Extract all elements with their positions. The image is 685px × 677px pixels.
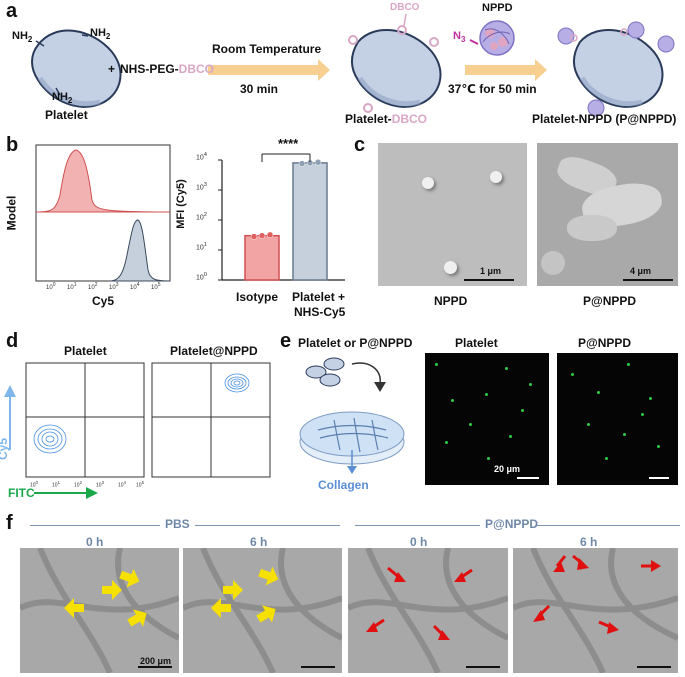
micrograph-pbs-6h xyxy=(183,548,342,673)
panel-f-label: f xyxy=(6,512,13,534)
bar-point-1-2 xyxy=(314,159,322,166)
bar-cat-isotype: Isotype xyxy=(236,290,279,304)
bar-1 xyxy=(292,162,328,281)
reaction-arrow-2 xyxy=(465,59,547,81)
panel-e-header: Platelet or P@NPPD xyxy=(298,336,413,350)
step2-label: 37℃ for 50 min xyxy=(448,82,537,96)
sem-image-nppd xyxy=(378,143,527,286)
caption-p-nppd: P@NPPD xyxy=(583,294,637,308)
bar-ylabel: MFI (Cy5) xyxy=(174,179,187,229)
collagen-label: Collagen xyxy=(318,478,369,492)
bar-ytick-4: 104 xyxy=(196,152,208,162)
platelet-shape xyxy=(31,29,122,108)
flow-title-platelet-nppd: Platelet@NPPD xyxy=(170,344,258,358)
flow-d-tick-1: 101 xyxy=(52,480,60,489)
flow-d-ylabel: Cy5 xyxy=(0,437,11,461)
platelet-dbco-caption: Platelet-DBCO xyxy=(345,112,428,126)
platelet-nppd-caption: Platelet-NPPD (P@NPPD) xyxy=(532,112,677,126)
caption-nppd: NPPD xyxy=(434,294,468,308)
flow-xlabel: Cy5 xyxy=(92,294,115,308)
flow-d-tick-4: 104 xyxy=(118,480,126,489)
micrograph-pnppd-0h xyxy=(348,548,508,673)
panel-d-label: d xyxy=(6,330,19,352)
bar-ytick-1: 101 xyxy=(196,242,208,252)
nh2-label-3: NH2 xyxy=(52,91,73,106)
panel-e-label: e xyxy=(280,330,292,352)
platelet-caption: Platelet xyxy=(45,108,88,122)
step1-top: Room Temperature xyxy=(212,42,322,56)
dbco-tag: DBCO xyxy=(390,2,420,13)
scale-20um: 20 μm xyxy=(494,464,521,474)
time-pnppd-6h: 6 h xyxy=(580,535,598,549)
nh2-label-1: NH2 xyxy=(12,30,33,45)
flow-histogram xyxy=(35,144,171,282)
scale-1um: 1 μm xyxy=(480,266,502,276)
fluor-image-platelet xyxy=(425,353,549,485)
flow-ylabel: Model xyxy=(4,195,19,231)
mfi-bar-chart xyxy=(218,153,345,281)
flow-contour-plots xyxy=(4,362,271,499)
flow-tick-0: 100 xyxy=(46,282,56,291)
fluor-image-p-nppd xyxy=(557,353,678,485)
bar-cat-platelet-line2: NHS-Cy5 xyxy=(294,305,346,319)
panel-b-label: b xyxy=(6,134,19,156)
panel-c-label: c xyxy=(354,134,366,156)
time-pbs-0h: 0 h xyxy=(86,535,104,549)
platelet-nppd-shape xyxy=(557,21,675,117)
nppd-caption: NPPD xyxy=(482,2,513,14)
group-p-nppd: P@NPPD xyxy=(485,517,539,531)
panel-a-schematic xyxy=(31,13,675,117)
flow-tick-1: 101 xyxy=(67,282,77,291)
fluor-title-p-nppd: P@NPPD xyxy=(578,336,632,350)
plus-sign: + xyxy=(108,62,116,76)
nh2-label-2: NH2 xyxy=(90,27,111,42)
reaction-arrow-1 xyxy=(208,59,330,81)
collagen-dish-schematic xyxy=(299,357,405,474)
scale-200um: 200 μm xyxy=(140,656,172,666)
fluor-title-platelet: Platelet xyxy=(455,336,498,350)
micrograph-pbs-0h xyxy=(20,548,179,673)
flow-tick-3: 103 xyxy=(109,282,119,291)
group-pbs: PBS xyxy=(165,517,190,531)
time-pbs-6h: 6 h xyxy=(250,535,268,549)
bar-ytick-2: 102 xyxy=(196,212,208,222)
flow-d-tick-3: 103 xyxy=(96,480,104,489)
sem-image-p-nppd xyxy=(537,143,678,286)
step1-bottom: 30 min xyxy=(240,82,279,96)
bar-0 xyxy=(244,234,280,281)
scale-4um: 4 μm xyxy=(630,266,652,276)
reagent-label: NHS-PEG-DBCO xyxy=(120,62,215,76)
flow-d-tick-5: 105 xyxy=(136,480,144,489)
flow-d-xlabel: FITC xyxy=(8,486,35,500)
bar-point-1-0 xyxy=(298,160,306,167)
flow-tick-4: 104 xyxy=(130,282,140,291)
micrograph-pnppd-6h xyxy=(513,548,678,673)
n3-label: N3 xyxy=(453,30,466,45)
flow-tick-5: 105 xyxy=(151,282,161,291)
bar-cat-platelet-line1: Platelet + xyxy=(292,290,346,304)
nppd-particle xyxy=(479,20,515,56)
bar-point-0-2 xyxy=(266,231,274,239)
time-pnppd-0h: 0 h xyxy=(410,535,428,549)
bar-ytick-0: 100 xyxy=(196,272,208,282)
platelet-dbco-shape xyxy=(348,13,442,113)
bar-point-0-0 xyxy=(250,233,258,240)
panel-a-label: a xyxy=(6,0,18,22)
flow-title-platelet: Platelet xyxy=(64,344,107,358)
bar-point-0-1 xyxy=(258,232,266,239)
significance-stars: **** xyxy=(278,136,299,151)
flow-d-tick-2: 102 xyxy=(74,480,82,489)
flow-tick-2: 102 xyxy=(88,282,98,291)
bar-ytick-3: 103 xyxy=(196,182,208,192)
flow-d-tick-0: 100 xyxy=(30,480,38,489)
